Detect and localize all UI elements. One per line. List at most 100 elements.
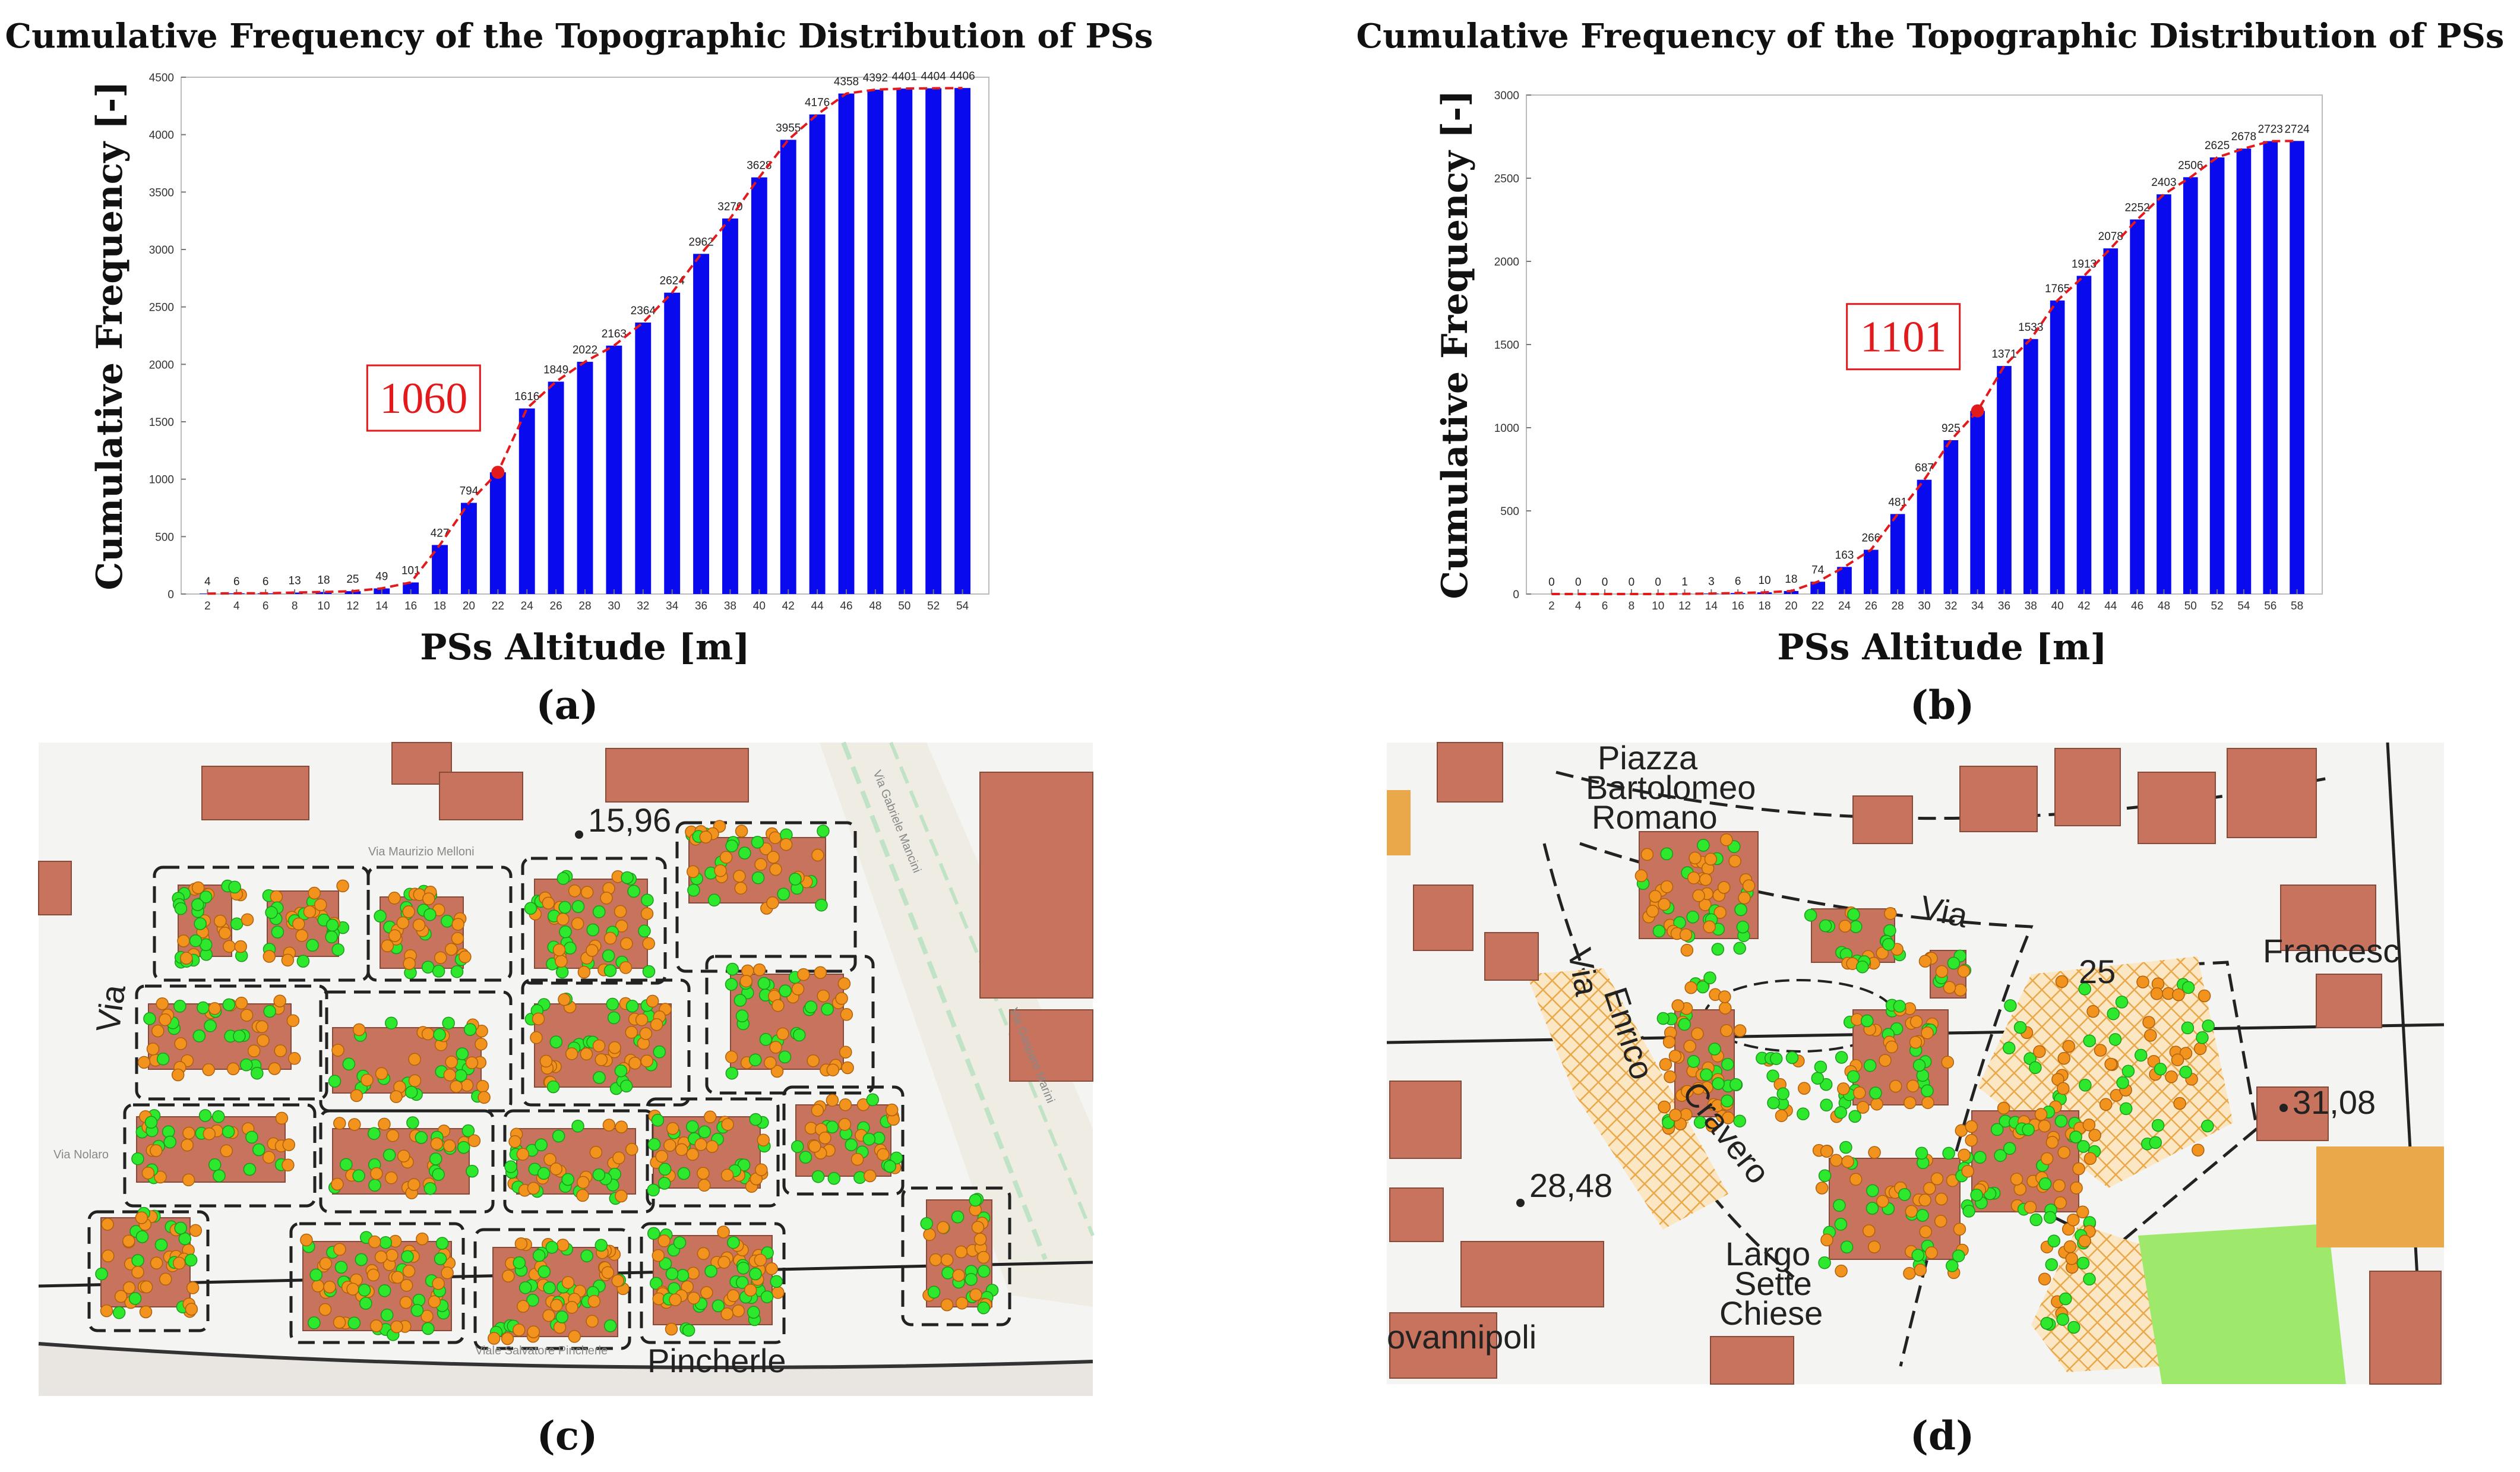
map-c-ps-green (532, 1249, 546, 1262)
map-c-ps-orange (409, 1129, 422, 1142)
map-c-ps-orange (639, 1027, 653, 1040)
map-c-ps-orange (754, 858, 767, 871)
map-d-ps-green (2115, 996, 2129, 1009)
map-d-ps-orange (1868, 1240, 1881, 1253)
map-d-ps-green (2140, 1137, 2154, 1151)
map-c-ps-green (581, 957, 595, 970)
map-c-ps-green (571, 1119, 584, 1133)
map-d-ps-green (1898, 1188, 1911, 1201)
map-d-ps-orange (2058, 1246, 2071, 1259)
chart-a-ytick-label: 0 (167, 589, 174, 601)
map-d-ps-orange (1655, 883, 1668, 897)
map-c-ps-orange (855, 1129, 868, 1142)
map-d-ps-orange (1699, 898, 1712, 911)
chart-a-xtick-label: 14 (375, 600, 388, 612)
map-c-ps-green (777, 887, 790, 901)
chart-a-xtick-label: 4 (233, 600, 240, 612)
map-d-arc (1555, 770, 2329, 820)
chart-a-value-label: 794 (460, 485, 479, 497)
map-c-ps-orange (443, 1068, 457, 1082)
map-c-ps-orange (614, 905, 627, 918)
chart-b-value-label: 0 (1602, 576, 1608, 589)
map-c-building (267, 890, 339, 957)
chart-a-value-label: 18 (317, 574, 330, 587)
map-c-ps-orange (971, 1221, 985, 1234)
chart-b-value-label: 2724 (2284, 123, 2310, 135)
map-d-ps-green (1912, 1258, 1926, 1271)
map-d-building (1484, 932, 1539, 981)
map-c-ps-green (358, 1078, 372, 1091)
map-c-ps-green (759, 988, 772, 1002)
map-d-ps-green (1736, 920, 1750, 934)
map-c-ps-green (442, 1016, 455, 1030)
map-d-ps-orange (2065, 1252, 2078, 1265)
map-c-ps-orange (655, 1149, 668, 1163)
map-d-ps-green (1866, 1202, 1879, 1215)
map-d-ps-orange (1671, 1051, 1685, 1064)
map-d-ps-green (1975, 1196, 1988, 1209)
map-c-ps-green (422, 1322, 435, 1335)
map-d-arc (2053, 961, 2259, 1249)
map-d-ps-green (1673, 916, 1686, 930)
chart-b-xtick-label: 32 (1944, 600, 1957, 612)
map-c-ps-green (326, 1246, 339, 1259)
map-d-ps-orange (2086, 1005, 2100, 1018)
map-c-ps-green (129, 1225, 143, 1238)
map-d-ps-orange (1711, 1049, 1724, 1063)
map-d-ps-green (1833, 1199, 1846, 1212)
map-c-building (332, 1027, 482, 1094)
map-c-ps-orange (124, 1258, 137, 1271)
map-c-ps-green (176, 1300, 189, 1313)
map-c-ps-green (167, 1256, 181, 1269)
map-d-ps-orange (1889, 1079, 1902, 1093)
map-d-ps-orange (1924, 952, 1937, 965)
map-c-ps-orange (554, 950, 567, 964)
map-c-ps-green (128, 1292, 142, 1305)
map-d-ps-orange (1662, 1035, 1676, 1048)
map-c-ps-green (435, 1065, 448, 1078)
map-d-ps-orange (2173, 1097, 2186, 1110)
chart-b-value-label: 0 (1629, 576, 1635, 589)
map-d-ps-green (2017, 1202, 2031, 1216)
map-d-ps-orange (1851, 1013, 1864, 1026)
chart-a-bar (606, 345, 622, 594)
chart-a-ytick-label: 3500 (149, 187, 174, 199)
map-d-ps-green (1843, 1015, 1857, 1029)
map-c-ps-orange (350, 1089, 363, 1103)
map-d-elevation-dot (2279, 1104, 2288, 1112)
map-d-ps-orange (1905, 1205, 1918, 1218)
map-d-ps-green (2054, 1114, 2068, 1128)
map-d-section-line-vertical (2386, 742, 2425, 1385)
map-c-ps-orange (240, 1009, 254, 1022)
map-c-ps-orange (437, 1029, 450, 1043)
map-c-ps-green (417, 904, 430, 917)
chart-a-value-label: 1616 (514, 391, 539, 403)
chart-b-bar (2130, 219, 2145, 594)
map-d-ps-green (1652, 924, 1666, 938)
map-c-ps-orange (456, 948, 469, 961)
map-d-ps-orange (1973, 1183, 1987, 1196)
map-c-ps-green (890, 1151, 903, 1165)
map-d-ps-green (1916, 1069, 1930, 1082)
map-c-ps-green (356, 1069, 369, 1083)
map-c-ps-green (174, 950, 188, 964)
chart-a-value-label: 2022 (573, 344, 597, 356)
map-c-ps-orange (850, 1152, 864, 1166)
map-c-ps-orange (955, 1296, 969, 1310)
map-c-ps-green (269, 912, 283, 925)
map-d-ps-orange (1954, 983, 1967, 997)
map-d-ps-orange (1646, 905, 1659, 918)
map-c-ps-green (883, 1160, 897, 1173)
map-c-ps-green (792, 1028, 806, 1042)
map-c-ps-orange (311, 1280, 325, 1293)
map-c-ps-green (298, 907, 311, 921)
map-c-ps-orange (513, 1323, 526, 1337)
chart-a-xtick-label: 38 (724, 600, 736, 612)
map-c-ps-orange (616, 1282, 630, 1296)
map-d-ps-orange (2070, 1182, 2083, 1195)
map-d-ps-green (2196, 1031, 2209, 1044)
map-d-background (1387, 743, 2444, 1384)
map-c-ps-orange (764, 1056, 777, 1069)
map-c-block (289, 1222, 465, 1344)
map-c-ps-orange (706, 1140, 719, 1153)
